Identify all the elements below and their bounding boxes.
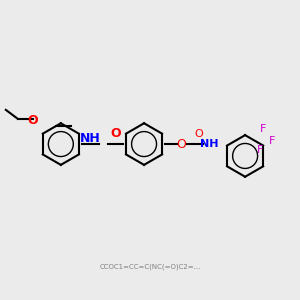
Text: NH: NH bbox=[80, 132, 101, 145]
Text: F: F bbox=[269, 136, 275, 146]
Text: O: O bbox=[195, 129, 203, 139]
Text: O: O bbox=[176, 138, 186, 151]
Text: NH: NH bbox=[200, 139, 219, 149]
Text: O: O bbox=[27, 114, 38, 127]
Text: CCOC1=CC=C(NC(=O)C2=...: CCOC1=CC=C(NC(=O)C2=... bbox=[99, 264, 201, 270]
Text: F: F bbox=[260, 124, 266, 134]
Text: O: O bbox=[110, 127, 121, 140]
Text: F: F bbox=[257, 145, 263, 155]
